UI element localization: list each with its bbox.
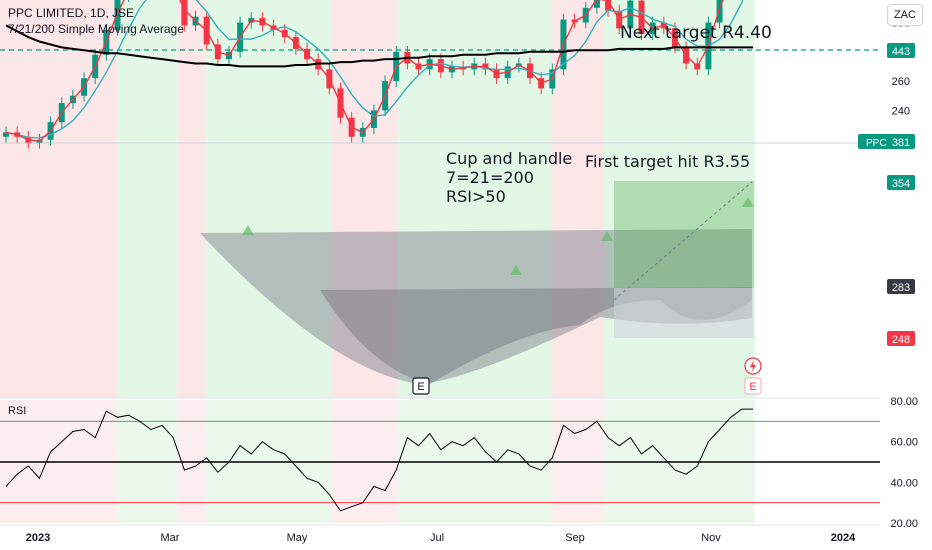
candle-body: [3, 132, 9, 137]
price-shade-band: [0, 0, 118, 398]
signal-triangle: [242, 225, 254, 235]
price-shade-band: [118, 0, 178, 398]
time-axis-tick: Jul: [430, 532, 444, 544]
sma200-line: [5, 24, 753, 68]
candle-body: [593, 0, 600, 8]
sma7-line: [5, 0, 724, 142]
first-target-annotation: First target hit R3.55: [585, 152, 751, 171]
rsi-condition-line: RSI>50: [446, 187, 506, 206]
signal-triangle: [742, 197, 754, 207]
earnings-marker: E: [417, 381, 424, 393]
candle-body: [181, 0, 188, 26]
candle-body: [716, 0, 723, 23]
rsi-line: [5, 408, 753, 512]
candle-body: [605, 0, 612, 11]
rsi-pane: 20.00 40.00 60.00 80.00: [0, 396, 918, 530]
price-shade-band: [178, 0, 206, 398]
earnings-marker-box[interactable]: [412, 377, 430, 395]
price-badges: 443 PPC 381 354 283 248: [858, 43, 915, 346]
signal-triangle: [601, 231, 613, 241]
time-axis-tick: 2023: [26, 532, 50, 544]
rsi-axis-tick: 80.00: [890, 396, 918, 408]
rsi-axis-tick: 40.00: [890, 477, 918, 489]
ppc-price-label: 381: [892, 137, 910, 149]
next-target-annotation: Next target R4.40: [620, 23, 772, 43]
pattern-drawings: [0, 49, 880, 384]
upcoming-earnings-box[interactable]: [744, 377, 762, 395]
sma200-price-label: 283: [892, 282, 910, 294]
target-price-badge: [887, 43, 915, 58]
large-cup-shape: [200, 229, 752, 384]
risk-zone-box: [614, 288, 754, 338]
upcoming-earnings-marker: E: [749, 381, 756, 393]
time-axis-tick: Sep: [565, 532, 585, 544]
signal-triangle: [510, 265, 522, 275]
price-axis-tick: 240: [892, 105, 910, 117]
sma21-line: [5, 0, 744, 139]
low-price-label: 248: [892, 334, 910, 346]
currency-button[interactable]: ZAC: [887, 4, 923, 26]
indicator-subtitle: 7/21/200 Simple Moving Average: [8, 22, 184, 36]
time-axis-tick: 2024: [831, 532, 856, 544]
time-axis-tick: Mar: [161, 532, 180, 544]
low-price-badge: [887, 331, 915, 346]
projection-line: [613, 181, 753, 301]
small-cup-shape: [320, 287, 752, 384]
cup-handle-line: Cup and handle: [446, 149, 573, 168]
price-shade-band: [332, 0, 398, 398]
time-axis-tick: May: [287, 532, 308, 544]
flash-bolt-icon: [750, 360, 756, 372]
sma-alignment-line: 7=21=200: [446, 168, 534, 187]
sma200-price-badge: [887, 279, 915, 294]
high-price-label: 354: [892, 178, 910, 190]
chart-title: PPC LIMITED, 1D, JSE: [8, 6, 135, 20]
time-axis-tick: Nov: [701, 532, 721, 544]
rsi-pane-label: RSI: [8, 405, 27, 417]
target-price-label: 443: [892, 46, 910, 58]
rsi-axis-tick: 60.00: [890, 437, 918, 449]
profit-zone-box: [614, 181, 754, 288]
axes: 2202402602803003203403603804004202023Mar…: [0, 0, 910, 544]
price-axis-tick: 260: [892, 76, 910, 88]
ppc-price-badge: [858, 134, 915, 149]
high-price-badge: [887, 175, 915, 190]
rsi-axis-tick: 20.00: [890, 518, 918, 530]
ppc-symbol-label: PPC: [866, 138, 887, 149]
event-markers: E E: [412, 357, 762, 395]
cup-handle-annotation: Cup and handle 7=21=200 RSI>50: [446, 149, 572, 206]
moving-averages: [5, 0, 753, 142]
